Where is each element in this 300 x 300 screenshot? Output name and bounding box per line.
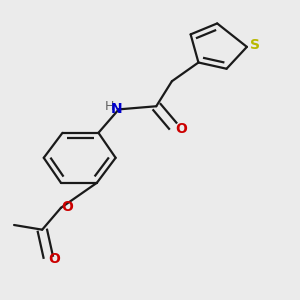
Text: O: O bbox=[61, 200, 73, 214]
Text: S: S bbox=[250, 38, 260, 52]
Text: N: N bbox=[110, 102, 122, 116]
Text: O: O bbox=[48, 252, 60, 266]
Text: H: H bbox=[105, 100, 114, 113]
Text: O: O bbox=[175, 122, 187, 136]
